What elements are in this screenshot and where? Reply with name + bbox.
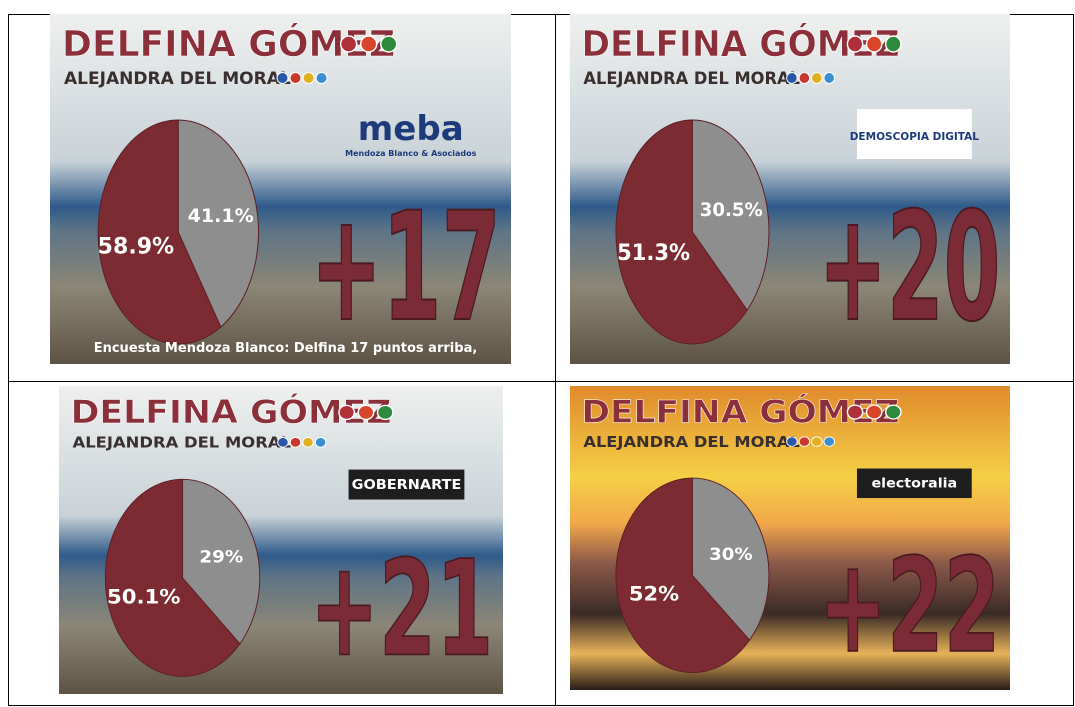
subtitle: ALEJANDRA DEL MORAL: [64, 69, 291, 89]
pollster-logo-subtitle: Mendoza Blanco & Asociados: [345, 149, 477, 158]
value-label: 30.5%: [700, 199, 763, 220]
party-logo: [379, 35, 398, 53]
pollster-logo: GOBERNARTE: [352, 478, 462, 493]
pie-slice: [182, 478, 261, 645]
party-logo: [786, 436, 798, 447]
pie-slice: [691, 477, 770, 641]
party-logo: [884, 35, 902, 53]
party-logo: [277, 437, 289, 448]
party-logo: [302, 72, 315, 84]
party-logo: [823, 436, 835, 447]
party-logo: [357, 404, 375, 421]
value-label: 50.1%: [107, 586, 181, 609]
party-logo: [359, 35, 378, 53]
cell-divider: [8, 381, 1074, 382]
pie-slice: [691, 119, 770, 311]
caption: Encuesta Mendoza Blanco: Delfina 17 punt…: [94, 341, 478, 356]
value-label: 52%: [629, 582, 679, 605]
title: DELFINA GÓMEZ: [62, 23, 395, 65]
pollster-logo: DEMOSCOPIA DIGITAL: [850, 130, 979, 143]
value-label: 58.9%: [98, 234, 174, 259]
lead-annotation: +21: [310, 531, 493, 685]
party-logo: [884, 404, 902, 420]
pollster-logo-box: [856, 109, 972, 159]
value-label: 41.1%: [188, 205, 254, 227]
pollster-logo-box: [348, 469, 465, 500]
lead-annotation: +17: [311, 181, 501, 355]
party-logo: [276, 72, 289, 84]
title: DELFINA GÓMEZ: [71, 392, 392, 430]
poll-panel: DELFINA GÓMEZ ALEJANDRA DEL MORAL 51.3% 30.…: [570, 14, 1010, 364]
party-logo: [798, 436, 811, 447]
poll-panel: DELFINA GÓMEZ ALEJANDRA DEL MORAL 52% 30% +2…: [570, 386, 1010, 690]
party-logo: [315, 72, 328, 84]
pie-slice: [97, 119, 222, 345]
pie-slice: [104, 478, 241, 677]
party-logo: [376, 404, 394, 421]
pie-slice: [177, 119, 259, 328]
party-logo: [865, 35, 883, 53]
pollster-logo: electoralia: [871, 476, 957, 491]
subtitle: ALEJANDRA DEL MORAL: [73, 433, 291, 451]
subtitle: ALEJANDRA DEL MORAL: [583, 433, 800, 450]
party-logo: [811, 72, 823, 84]
subtitle: ALEJANDRA DEL MORAL: [583, 69, 800, 88]
party-logo: [798, 72, 811, 84]
party-logo: [811, 436, 823, 447]
pie-slice: [615, 119, 748, 345]
lead-annotation: +20: [819, 180, 1001, 355]
party-logo: [302, 437, 314, 448]
poll-panel: DELFINA GÓMEZ ALEJANDRA DEL MORAL 50.1% 29%…: [59, 386, 503, 694]
pie-slice: [615, 477, 751, 674]
party-logo: [865, 404, 883, 420]
value-label: 30%: [709, 546, 752, 565]
party-logo: [846, 404, 864, 420]
cell-divider: [555, 14, 556, 706]
lead-annotation: +22: [819, 531, 1001, 682]
party-logo: [339, 35, 358, 53]
pollster-logo-box: [856, 468, 972, 499]
value-label: 29%: [199, 548, 243, 567]
value-label: 51.3%: [617, 240, 690, 266]
title: DELFINA GÓMEZ: [581, 22, 899, 65]
poll-panel: DELFINA GÓMEZ ALEJANDRA DEL MORAL 58.9% 41.…: [50, 14, 511, 364]
table-border: [8, 14, 1074, 706]
party-logo: [314, 437, 327, 448]
title: DELFINA GÓMEZ: [581, 392, 899, 430]
party-logo: [289, 72, 302, 84]
party-logo: [786, 72, 798, 84]
party-logo: [338, 404, 356, 421]
party-logo: [846, 35, 864, 53]
party-logo: [289, 437, 302, 448]
pollster-logo: meba: [358, 109, 464, 149]
party-logo: [823, 72, 835, 84]
